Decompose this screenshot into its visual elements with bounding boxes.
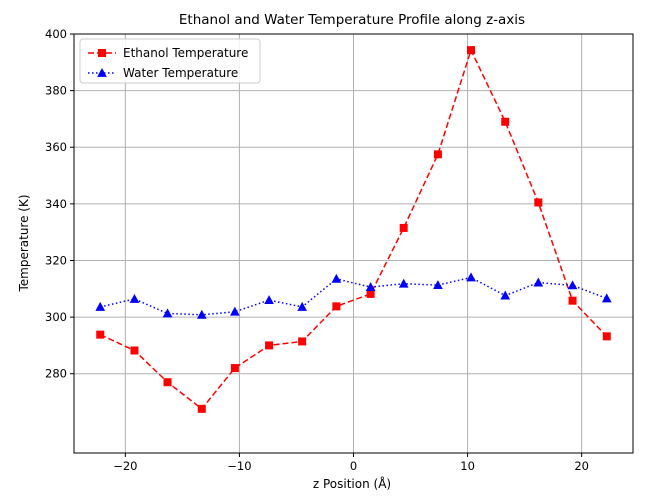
data-point <box>130 346 139 355</box>
y-tick-label: 400 <box>45 27 67 41</box>
x-tick-label: 20 <box>574 459 589 473</box>
data-point <box>197 404 206 413</box>
data-point <box>398 278 409 288</box>
data-point <box>230 306 240 316</box>
legend-label: Ethanol Temperature <box>123 46 248 60</box>
data-point <box>399 223 408 232</box>
y-tick-label: 380 <box>45 84 67 98</box>
series-line <box>100 276 608 316</box>
x-tick-label: −10 <box>227 459 251 473</box>
legend-marker <box>97 67 107 77</box>
data-point <box>501 117 510 126</box>
x-tick-label: 10 <box>460 459 475 473</box>
data-point <box>602 332 611 341</box>
data-point <box>298 337 307 346</box>
data-point <box>365 282 376 291</box>
data-point <box>567 280 578 290</box>
data-point <box>533 277 544 287</box>
data-point <box>264 295 274 305</box>
y-axis-label: Temperature (K) <box>17 194 31 292</box>
x-axis-label: z Position (Å) <box>313 476 391 491</box>
x-tick-label: 0 <box>350 459 357 473</box>
data-point <box>366 289 375 298</box>
data-point <box>433 280 443 290</box>
data-point <box>297 301 308 311</box>
data-point <box>129 293 140 303</box>
data-point <box>601 293 612 303</box>
data-point <box>265 341 274 350</box>
legend-marker <box>98 49 106 57</box>
data-point <box>534 198 543 207</box>
axis-ticks: −20 −10 0 10 20 280 300 320 340 360 380 400 <box>45 27 589 473</box>
legend-item: Water Temperature <box>88 66 238 80</box>
x-tick-label: −20 <box>113 459 137 473</box>
data-point <box>466 272 476 282</box>
data-point <box>230 364 239 373</box>
data-point <box>196 309 207 319</box>
data-point <box>96 330 105 339</box>
data-point <box>467 46 476 55</box>
legend: Ethanol Temperature Water Temperature <box>79 38 261 84</box>
data-point <box>500 290 511 300</box>
legend-box <box>79 38 261 84</box>
data-point <box>568 296 577 305</box>
chart-title: Ethanol and Water Temperature Profile al… <box>179 12 525 28</box>
y-tick-label: 320 <box>45 253 67 267</box>
data-point <box>433 150 442 159</box>
series-line <box>99 48 608 410</box>
y-tick-label: 300 <box>45 310 67 324</box>
data-point <box>95 301 106 311</box>
legend-label: Water Temperature <box>123 66 238 80</box>
series-ethanol <box>96 46 611 413</box>
y-tick-label: 360 <box>45 140 67 154</box>
data-point <box>331 273 342 283</box>
y-tick-label: 280 <box>45 367 67 381</box>
data-point <box>162 308 173 318</box>
data-point <box>332 302 341 311</box>
grid <box>74 33 633 453</box>
y-tick-label: 340 <box>45 197 67 211</box>
legend-item: Ethanol Temperature <box>88 46 248 60</box>
series-layer <box>95 46 612 413</box>
data-point <box>163 378 172 387</box>
series-water <box>95 272 612 319</box>
